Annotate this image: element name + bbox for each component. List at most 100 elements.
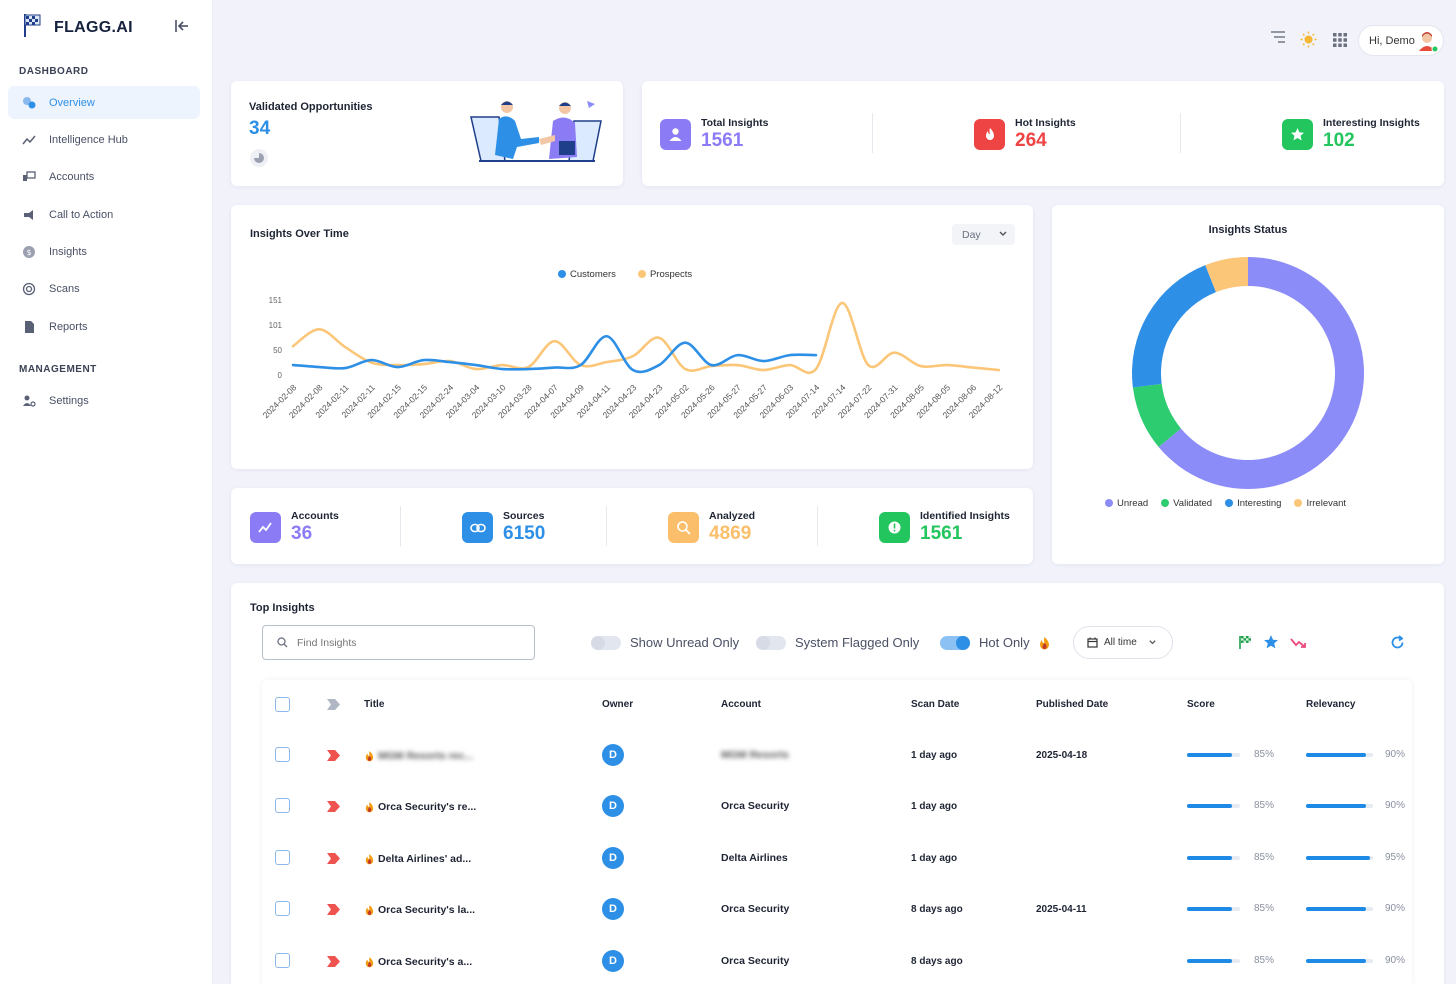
toggle-system-flagged[interactable]: System Flagged Only	[756, 635, 919, 650]
donut-slice-irrelevant[interactable]	[1205, 257, 1248, 293]
interval-select[interactable]: Day	[952, 224, 1015, 245]
sidebar-item-scans[interactable]: Scans	[8, 272, 200, 305]
kpi-total-insights[interactable]: Total Insights 1561	[660, 117, 768, 152]
column-title[interactable]: Title	[364, 699, 385, 710]
legend-item-customers[interactable]: Customers	[558, 269, 616, 280]
kpi-hot-insights[interactable]: Hot Insights 264	[974, 117, 1076, 152]
date-filter-dropdown[interactable]: All time	[1073, 626, 1173, 659]
owner-avatar[interactable]: D	[602, 795, 624, 817]
column-owner[interactable]: Owner	[602, 699, 634, 710]
kpi-label: Total Insights	[701, 117, 769, 129]
kpi-analyzed[interactable]: Analyzed 4869	[668, 510, 755, 545]
select-all-checkbox[interactable]	[275, 697, 290, 712]
table-row[interactable]: Orca Security's a... D Orca Security 8 days…	[262, 935, 1412, 984]
row-account[interactable]: Orca Security	[721, 903, 790, 915]
owner-avatar[interactable]: D	[602, 744, 624, 766]
table-row[interactable]: Delta Airlines' ad... D Delta Airlines 1 da…	[262, 832, 1412, 884]
row-account[interactable]: Orca Security	[721, 955, 790, 967]
row-account[interactable]: Delta Airlines	[721, 852, 788, 864]
divider	[400, 506, 401, 546]
series-line-prospects[interactable]	[291, 301, 1001, 375]
row-account[interactable]: MGM Resorts	[721, 749, 789, 761]
toggle-hot-only[interactable]: Hot Only	[940, 635, 1050, 650]
series-line-customers[interactable]	[291, 334, 818, 374]
row-checkbox[interactable]	[275, 798, 290, 813]
kpi-identified-insights[interactable]: Identified Insights 1561	[879, 510, 1010, 545]
users-gear-icon	[21, 393, 37, 409]
table-row[interactable]: Orca Security's re... D Orca Security 1 day…	[262, 780, 1412, 832]
accounts-icon	[21, 169, 37, 185]
relevancy-bar	[1306, 804, 1373, 808]
table-row[interactable]: MGM Resorts rec... D MGM Resorts 1 day ago 2…	[262, 729, 1412, 781]
sidebar-item-accounts[interactable]: Accounts	[8, 160, 200, 193]
legend-item-interesting[interactable]: Interesting	[1225, 498, 1281, 509]
switch[interactable]	[591, 635, 621, 650]
brand[interactable]: FLAGG.AI	[22, 12, 133, 43]
relevancy-bar	[1306, 907, 1373, 911]
fire-icon	[365, 955, 374, 973]
star-filter-icon[interactable]	[1263, 634, 1279, 655]
trend-icon	[21, 132, 37, 148]
sidebar-item-intelligence-hub[interactable]: Intelligence Hub	[8, 123, 200, 156]
filter-lines-icon[interactable]	[1270, 30, 1286, 44]
score-bar	[1187, 959, 1240, 963]
row-account[interactable]: Orca Security	[721, 800, 790, 812]
row-title[interactable]: Orca Security's re...	[378, 801, 477, 813]
top-insights-title: Top Insights	[250, 602, 315, 614]
sidebar-item-call-to-action[interactable]: Call to Action	[8, 198, 200, 231]
kpi-sources[interactable]: Sources 6150	[462, 510, 545, 545]
search-input[interactable]	[297, 636, 517, 649]
owner-avatar[interactable]: D	[602, 950, 624, 972]
switch[interactable]	[756, 635, 786, 650]
legend-item-prospects[interactable]: Prospects	[637, 269, 692, 280]
legend-item-validated[interactable]: Validated	[1161, 498, 1212, 509]
donut-slice-interesting[interactable]	[1132, 265, 1216, 388]
pie-small-icon[interactable]	[250, 149, 268, 167]
row-checkbox[interactable]	[275, 953, 290, 968]
column-score[interactable]: Score	[1187, 699, 1215, 710]
toggle-show-unread[interactable]: Show Unread Only	[591, 635, 739, 650]
apps-grid-icon[interactable]	[1333, 33, 1347, 47]
priority-flag-icon	[327, 799, 340, 817]
sidebar-item-insights[interactable]: $ Insights	[8, 235, 200, 268]
row-checkbox[interactable]	[275, 747, 290, 762]
search-box[interactable]	[262, 625, 535, 660]
checkered-flag-icon[interactable]	[1238, 635, 1252, 655]
user-menu[interactable]: Hi, Demo	[1358, 25, 1444, 56]
sidebar-item-label: Intelligence Hub	[49, 133, 128, 146]
owner-avatar[interactable]: D	[602, 898, 624, 920]
sidebar-item-settings[interactable]: Settings	[8, 384, 200, 417]
table-row[interactable]: Orca Security's la... D Orca Security 8 day…	[262, 883, 1412, 935]
sidebar-item-overview[interactable]: Overview	[8, 86, 200, 119]
column-relevancy[interactable]: Relevancy	[1306, 699, 1356, 710]
column-published-date[interactable]: Published Date	[1036, 699, 1109, 710]
switch[interactable]	[940, 635, 970, 650]
collapse-sidebar-icon[interactable]	[174, 18, 194, 36]
trend-down-icon[interactable]	[1290, 636, 1306, 654]
select-value: Day	[962, 228, 981, 241]
section-dashboard: DASHBOARD	[19, 66, 89, 77]
score-bar-fill	[1187, 907, 1233, 911]
sidebar-item-reports[interactable]: Reports	[8, 310, 200, 343]
kpi-accounts[interactable]: Accounts 36	[250, 510, 339, 545]
row-title[interactable]: Orca Security's la...	[378, 904, 476, 916]
donut-slice-validated[interactable]	[1132, 383, 1181, 447]
refresh-icon[interactable]	[1390, 635, 1405, 655]
donut-slice-unread[interactable]	[1158, 257, 1364, 489]
row-checkbox[interactable]	[275, 901, 290, 916]
y-tick-label: 151	[269, 296, 283, 305]
row-title[interactable]: MGM Resorts rec...	[378, 750, 474, 762]
validated-label: Validated Opportunities	[249, 101, 373, 113]
sun-icon[interactable]	[1300, 31, 1317, 48]
owner-avatar[interactable]: D	[602, 847, 624, 869]
kpi-interesting-insights[interactable]: Interesting Insights 102	[1282, 117, 1420, 152]
row-title[interactable]: Delta Airlines' ad...	[378, 853, 472, 865]
insights-table: Title Owner Account Scan Date Published …	[262, 680, 1412, 984]
legend-item-unread[interactable]: Unread	[1105, 498, 1148, 509]
row-title[interactable]: Orca Security's a...	[378, 956, 473, 968]
fire-icon	[365, 749, 374, 767]
row-checkbox[interactable]	[275, 850, 290, 865]
legend-item-irrelevant[interactable]: Irrelevant	[1294, 498, 1346, 509]
column-scan-date[interactable]: Scan Date	[911, 699, 960, 710]
column-account[interactable]: Account	[721, 699, 761, 710]
